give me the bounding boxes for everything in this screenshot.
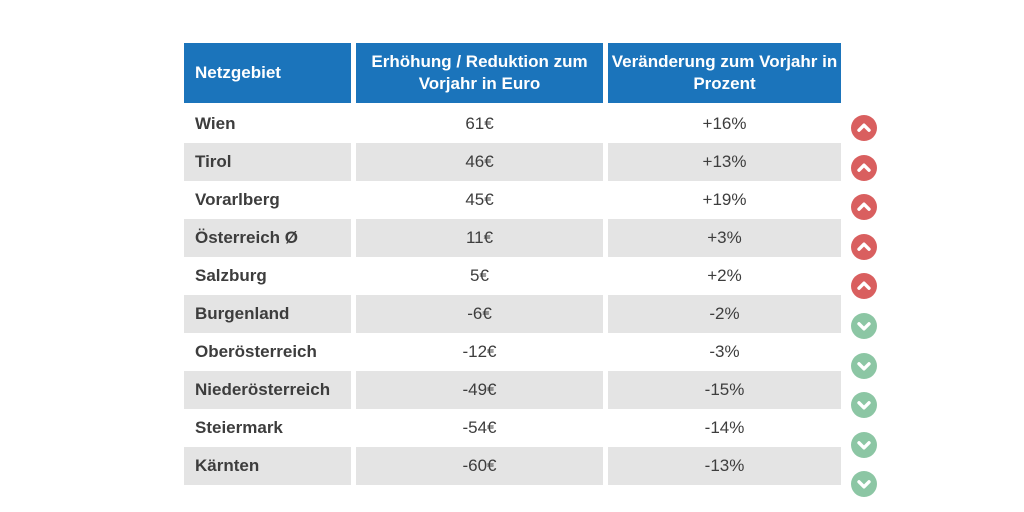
table-row: Vorarlberg 45€ +19%: [184, 181, 841, 219]
table-header-row: Netzgebiet Erhöhung / Reduktion zum Vorj…: [184, 43, 841, 103]
table-row: Wien 61€ +16%: [184, 105, 841, 143]
trend-up-icon: [851, 154, 877, 181]
euro-value-cell: -6€: [356, 295, 603, 333]
column-header-netzgebiet: Netzgebiet: [184, 43, 351, 103]
trend-down-icon: [851, 431, 877, 458]
price-change-table: Netzgebiet Erhöhung / Reduktion zum Vorj…: [184, 43, 841, 485]
trend-down-icon: [851, 392, 877, 419]
percent-value-cell: -3%: [709, 342, 740, 361]
trend-up-icon: [851, 273, 877, 300]
table-row: Oberösterreich -12€ -3%: [184, 333, 841, 371]
column-header-percent-change: Veränderung zum Vorjahr in Prozent: [608, 43, 841, 103]
percent-value-cell: +19%: [702, 190, 747, 209]
table-row: Kärnten -60€ -13%: [184, 447, 841, 485]
trend-up-icon: [851, 194, 877, 221]
euro-value-cell: 46€: [356, 143, 603, 181]
table-row: Niederösterreich -49€ -15%: [184, 371, 841, 409]
euro-value-cell: -60€: [356, 447, 603, 485]
percent-value-cell: +3%: [608, 219, 841, 257]
region-cell: Kärnten: [184, 447, 351, 485]
region-cell: Oberösterreich: [195, 342, 317, 361]
table-row: Salzburg 5€ +2%: [184, 257, 841, 295]
region-cell: Wien: [195, 114, 236, 133]
trend-down-icon: [851, 352, 877, 379]
region-cell: Niederösterreich: [184, 371, 351, 409]
euro-value-cell: 45€: [465, 190, 494, 209]
region-cell: Salzburg: [195, 266, 267, 285]
column-header-euro-change: Erhöhung / Reduktion zum Vorjahr in Euro: [356, 43, 603, 103]
table-row: Burgenland -6€ -2%: [184, 295, 841, 333]
percent-value-cell: -15%: [608, 371, 841, 409]
region-cell: Burgenland: [184, 295, 351, 333]
region-cell: Steiermark: [195, 418, 283, 437]
euro-value-cell: 61€: [465, 114, 494, 133]
table-row: Steiermark -54€ -14%: [184, 409, 841, 447]
percent-value-cell: +16%: [702, 114, 747, 133]
percent-value-cell: -13%: [608, 447, 841, 485]
euro-value-cell: 5€: [470, 266, 489, 285]
table-body: Wien 61€ +16% Tirol 46€ +13% Vorarlberg …: [184, 105, 841, 485]
percent-value-cell: +13%: [608, 143, 841, 181]
trend-down-icon: [851, 471, 877, 498]
table-row: Österreich Ø 11€ +3%: [184, 219, 841, 257]
region-cell: Tirol: [184, 143, 351, 181]
percent-value-cell: -14%: [704, 418, 745, 437]
region-cell: Österreich Ø: [184, 219, 351, 257]
percent-value-cell: -2%: [608, 295, 841, 333]
table-row: Tirol 46€ +13%: [184, 143, 841, 181]
percent-value-cell: +2%: [707, 266, 742, 285]
trend-up-icon: [851, 233, 877, 260]
trend-up-icon: [851, 115, 877, 141]
euro-value-cell: 11€: [356, 219, 603, 257]
trend-down-icon: [851, 313, 877, 339]
euro-value-cell: -12€: [462, 342, 497, 361]
region-cell: Vorarlberg: [195, 190, 280, 209]
euro-value-cell: -49€: [356, 371, 603, 409]
euro-value-cell: -54€: [462, 418, 497, 437]
